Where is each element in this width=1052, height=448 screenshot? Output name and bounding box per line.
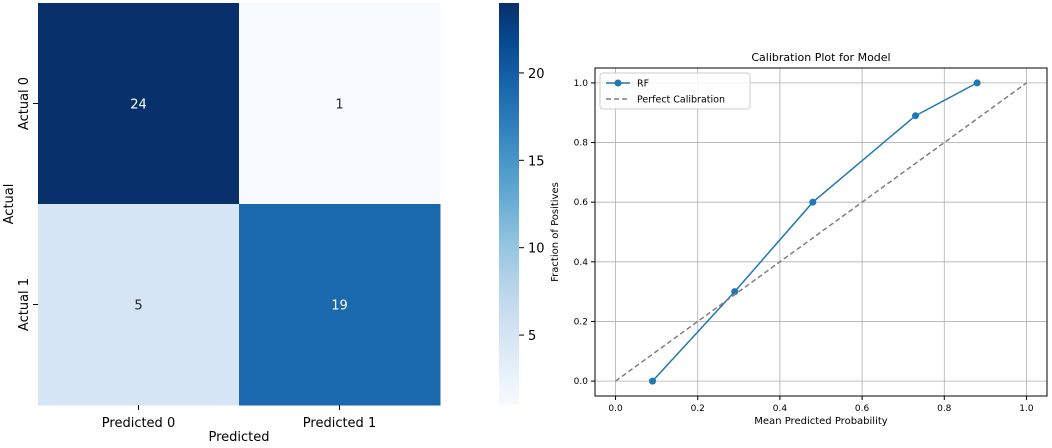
colorbar-tick-label: 20 [528, 67, 545, 82]
y-tick-label: 0.4 [574, 258, 589, 268]
y-tick-label: 0.2 [574, 317, 588, 327]
colorbar-bar [499, 3, 519, 405]
heatmap-cell [239, 204, 441, 406]
series-point [731, 288, 739, 296]
heatmap-cell-value: 1 [335, 98, 343, 113]
x-tick-label: 1.0 [1019, 404, 1034, 414]
heatmap-cell [38, 3, 240, 205]
y-tick-label: Actual 1 [17, 278, 32, 331]
legend-label: RF [637, 79, 649, 90]
y-tick-label: 1.0 [574, 79, 589, 89]
colorbar-tick-label: 5 [528, 329, 536, 344]
series-point [809, 198, 817, 206]
heatmap-cell [38, 204, 240, 406]
series-line-1 [615, 82, 1027, 382]
x-tick-label: Predicted 0 [102, 416, 175, 431]
x-tick-label: 0.8 [937, 404, 952, 414]
axes-frame [594, 67, 1048, 397]
x-tick-label: 0.4 [773, 404, 788, 414]
x-axis-label: Predicted [208, 430, 269, 445]
series-point [649, 377, 657, 385]
y-tick-label: 0.0 [574, 377, 589, 387]
y-axis-label: Actual [2, 184, 17, 225]
legend-marker [614, 79, 622, 87]
x-tick-label: 0.2 [691, 404, 705, 414]
heatmap-cell-value: 19 [331, 299, 348, 314]
x-axis-label: Mean Predicted Probability [754, 416, 887, 427]
heatmap-cell [239, 3, 441, 205]
series-point [973, 79, 981, 87]
legend-label: Perfect Calibration [637, 95, 725, 106]
x-tick-label: 0.6 [855, 404, 870, 414]
colorbar: 5 10 15 20 [499, 3, 545, 405]
x-tick-label: 0.0 [608, 404, 623, 414]
colorbar-tick-label: 10 [528, 242, 545, 257]
confusion-matrix-heatmap: 24 1 5 19 Predicted 0 Predicted 1 Actual 0 Actu… [2, 3, 441, 445]
chart-title: Calibration Plot for Model [751, 51, 890, 64]
series-point [912, 112, 920, 120]
legend: RF Perfect Calibration [599, 72, 751, 110]
y-tick-label: 0.8 [574, 139, 589, 149]
y-tick-label: 0.6 [574, 198, 589, 208]
legend-box [599, 72, 751, 110]
y-tick-label: Actual 0 [17, 77, 32, 130]
calibration-plot: 0.0 0.2 0.4 0.6 0.8 1.0 0.0 0.2 0.4 0.6 0.8 1.0 Cali… [550, 51, 1048, 427]
colorbar-tick-label: 15 [528, 154, 545, 169]
heatmap-cell-value: 5 [134, 299, 142, 314]
x-tick-label: Predicted 1 [303, 416, 376, 431]
heatmap-cell-value: 24 [130, 98, 147, 113]
y-axis-label: Fraction of Positives [550, 182, 561, 282]
